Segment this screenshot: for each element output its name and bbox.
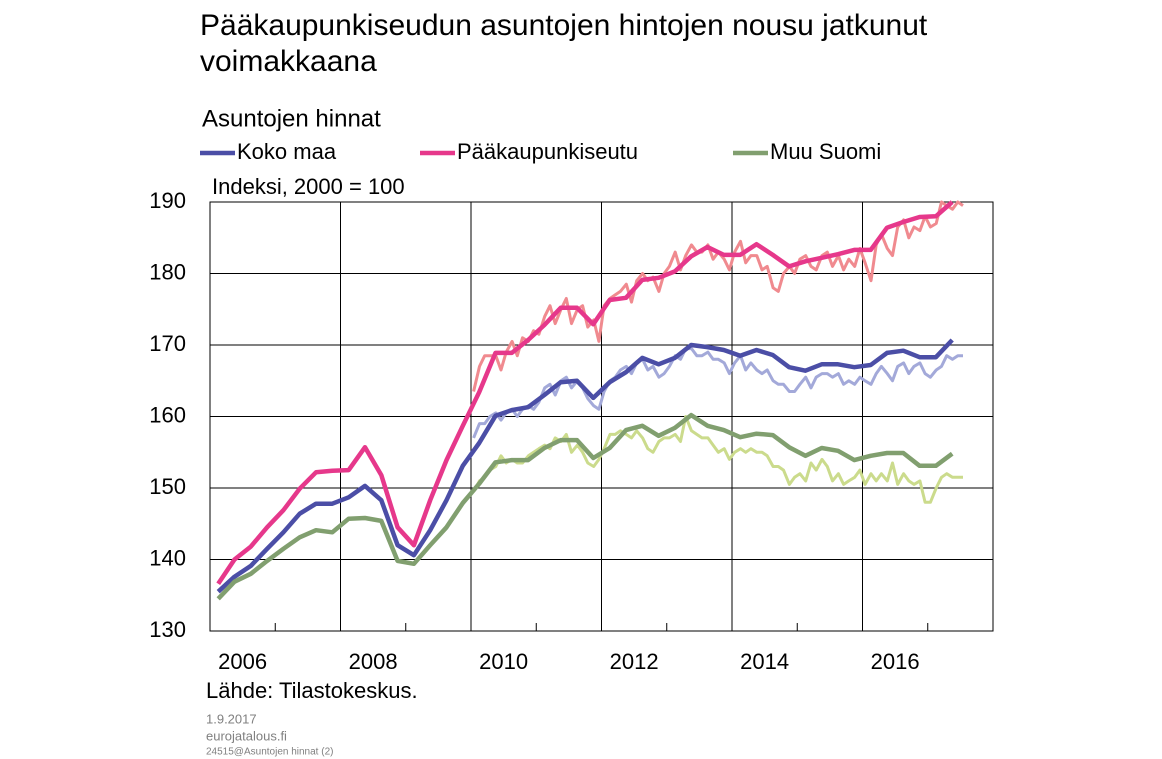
y-tick-label: 150 xyxy=(149,474,186,499)
y-axis-label: Indeksi, 2000 = 100 xyxy=(212,174,405,199)
x-tick-label: 2010 xyxy=(479,649,528,674)
x-tick-label: 2014 xyxy=(740,649,789,674)
x-tick-label: 2012 xyxy=(610,649,659,674)
chart-subtitle: Asuntojen hinnat xyxy=(202,105,381,132)
y-tick-label: 130 xyxy=(149,617,186,642)
x-tick-label: 2016 xyxy=(871,649,920,674)
monthly-line xyxy=(472,200,964,392)
y-tick-label: 140 xyxy=(149,545,186,570)
source: Lähde: Tilastokeskus. xyxy=(206,678,418,703)
monthly-line xyxy=(472,347,963,439)
monthly-line xyxy=(472,415,963,504)
y-tick-label: 180 xyxy=(149,259,186,284)
site: eurojatalous.fi xyxy=(206,728,287,743)
legend-label: Muu Suomi xyxy=(770,139,881,164)
y-tick-label: 160 xyxy=(149,402,186,427)
quarterly-line xyxy=(216,200,954,586)
chart-title: Pääkaupunkiseudun asuntojen hintojen nou… xyxy=(200,9,928,78)
y-tick-label: 190 xyxy=(149,188,186,213)
quarterly-line xyxy=(216,338,954,594)
legend-label: Koko maa xyxy=(237,139,337,164)
file-ref: 24515@Asuntojen hinnat (2) xyxy=(206,747,333,758)
x-tick-label: 2006 xyxy=(218,649,267,674)
quarterly-line xyxy=(216,412,954,601)
y-tick-label: 170 xyxy=(149,331,186,356)
date: 1.9.2017 xyxy=(206,711,257,726)
legend-label: Pääkaupunkiseutu xyxy=(457,139,638,164)
plot-frame xyxy=(209,201,994,632)
x-tick-label: 2008 xyxy=(349,649,398,674)
